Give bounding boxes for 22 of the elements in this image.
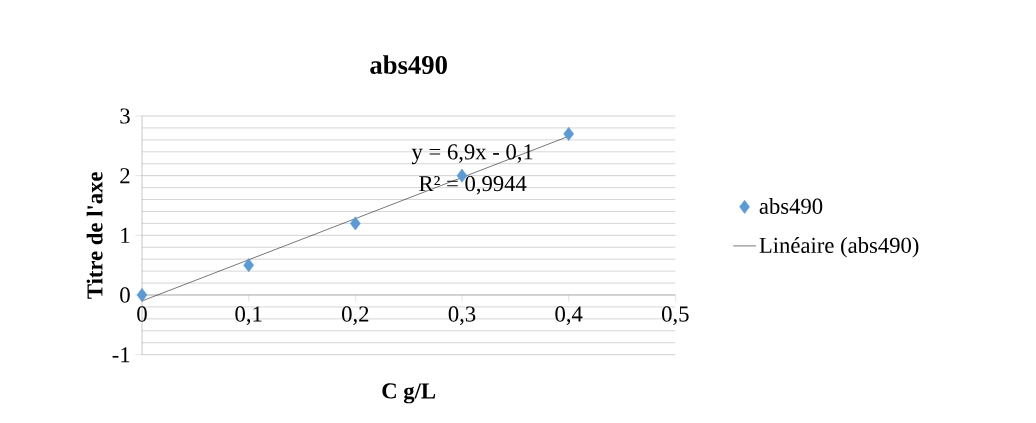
annotation: y = 6,9x - 0,1 [411,144,533,165]
point [350,216,361,231]
x-tick-label: 0,1 [235,306,262,326]
legend-label: abs490 [759,198,823,215]
y-tick-label: 1 [121,228,130,243]
point [243,258,254,273]
point [136,288,148,303]
y-axis-title: Titre de l'axe [86,172,103,299]
legend-label: Linéaire (abs490) [759,237,919,258]
x-tick-label: 0,3 [448,306,476,326]
x-tick-label: 0,5 [662,306,689,326]
point [563,127,574,142]
chart-title: abs490 [370,55,447,75]
y-tick-label: 2 [120,168,130,184]
y-tick-label: 3 [120,108,130,124]
annotation: R² = 0,9944 [419,176,527,195]
x-tick-label: 0 [137,306,147,322]
y-tick-label: 0 [120,287,130,303]
x-tick-label: 0,2 [342,306,369,326]
y-tick-label: -1 [112,347,130,363]
x-axis-title: C g/L [382,383,436,404]
x-tick-label: 0,4 [555,306,583,326]
